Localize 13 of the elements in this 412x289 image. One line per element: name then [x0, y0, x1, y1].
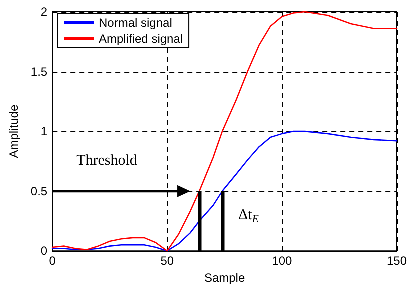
- x-tick-label: 150: [386, 254, 408, 268]
- y-tick-label: 1.5: [30, 64, 48, 79]
- y-tick-label: 1: [40, 124, 48, 139]
- legend-label: Amplified signal: [99, 32, 184, 46]
- y-tick-label: 2: [40, 5, 48, 19]
- x-axis-title: Sample: [204, 271, 246, 285]
- y-axis-title: Amplitude: [7, 104, 21, 158]
- ref-line-label: Threshold: [76, 152, 138, 169]
- x-tick-label: 100: [272, 254, 293, 268]
- y-tick-label: 0: [40, 244, 48, 258]
- y-tick-label: 0.5: [30, 184, 48, 198]
- x-tick-label: 50: [160, 254, 174, 268]
- legend-label: Normal signal: [99, 16, 172, 30]
